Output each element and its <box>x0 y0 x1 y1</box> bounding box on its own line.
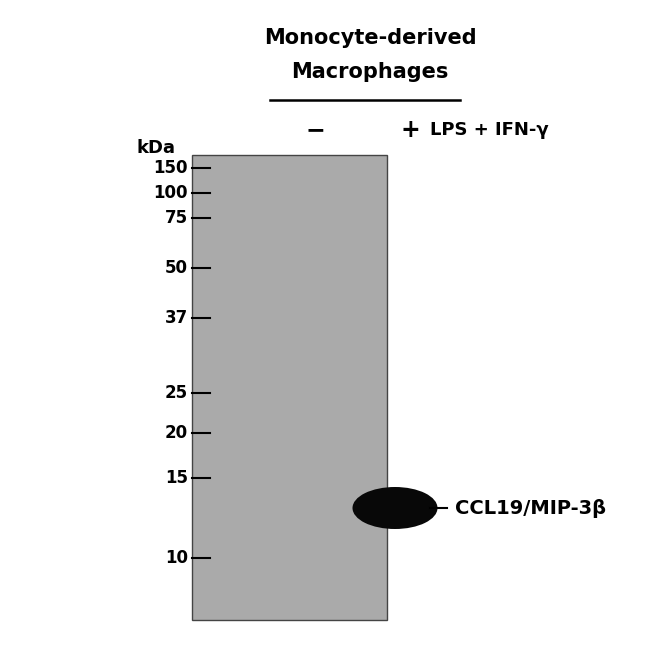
Text: 25: 25 <box>165 384 188 402</box>
Ellipse shape <box>352 487 437 529</box>
Text: 37: 37 <box>164 309 188 327</box>
Text: 15: 15 <box>165 469 188 487</box>
Text: +: + <box>400 118 420 142</box>
Text: 10: 10 <box>165 549 188 567</box>
Text: Macrophages: Macrophages <box>291 62 448 82</box>
Text: 20: 20 <box>165 424 188 442</box>
Text: kDa: kDa <box>136 139 175 157</box>
Text: CCL19/MIP-3β: CCL19/MIP-3β <box>455 499 606 517</box>
Text: Monocyte-derived: Monocyte-derived <box>264 28 476 48</box>
Text: 150: 150 <box>153 159 188 177</box>
Text: 100: 100 <box>153 184 188 202</box>
Text: −: − <box>305 118 325 142</box>
Bar <box>192 155 387 620</box>
Text: LPS + IFN-γ: LPS + IFN-γ <box>430 121 549 139</box>
Text: 75: 75 <box>165 209 188 227</box>
Text: 50: 50 <box>165 259 188 277</box>
